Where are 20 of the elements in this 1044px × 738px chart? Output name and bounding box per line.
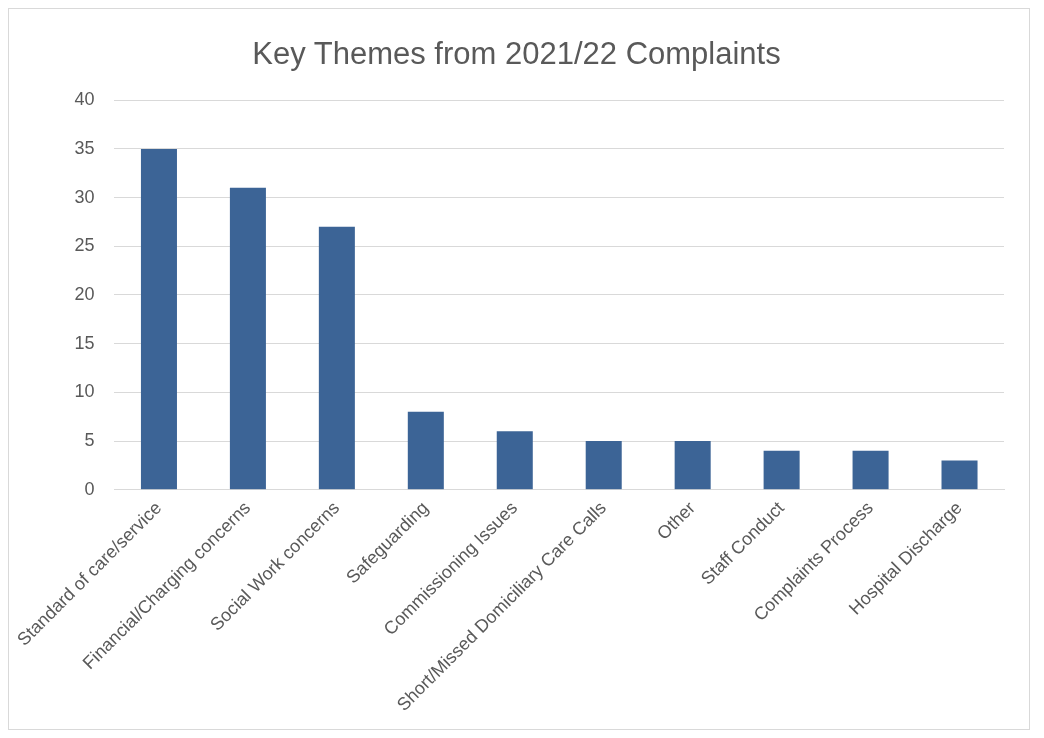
bar: [496, 431, 533, 490]
bar: [941, 460, 978, 490]
y-tick-label: 5: [84, 430, 95, 451]
bar: [674, 441, 711, 490]
bar: [140, 148, 177, 490]
y-tick-label: 0: [84, 478, 95, 499]
y-tick-label: 40: [74, 89, 95, 110]
bar: [763, 450, 800, 490]
y-tick-label: 20: [74, 283, 95, 304]
bar: [585, 441, 622, 490]
bar: [318, 226, 355, 490]
y-tick-label: 15: [74, 332, 95, 353]
chart-title: Key Themes from 2021/22 Complaints: [252, 36, 781, 72]
bar: [229, 187, 266, 490]
y-tick-label: 10: [74, 381, 95, 402]
bar: [852, 450, 889, 490]
y-tick-label: 30: [74, 186, 95, 207]
y-tick-label: 35: [74, 137, 95, 158]
bar: [407, 411, 444, 490]
y-tick-label: 25: [74, 235, 95, 256]
